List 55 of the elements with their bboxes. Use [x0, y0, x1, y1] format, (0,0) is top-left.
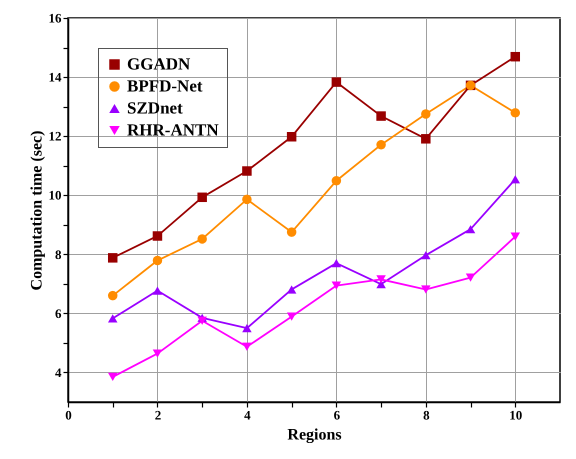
- point: [421, 109, 431, 119]
- point: [332, 259, 342, 268]
- point: [108, 372, 118, 381]
- point: [332, 176, 342, 186]
- point: [152, 231, 162, 241]
- point: [152, 349, 162, 358]
- point: [466, 274, 476, 282]
- legend-label: GGADN: [127, 54, 191, 74]
- point: [510, 175, 520, 184]
- point: [332, 282, 342, 290]
- point: [332, 77, 342, 87]
- point: [466, 225, 476, 234]
- point: [108, 253, 118, 263]
- point: [286, 132, 296, 142]
- legend-label: RHR-ANTN: [127, 120, 220, 140]
- y-tick-label: 6: [55, 306, 62, 321]
- point: [421, 285, 431, 294]
- point: [197, 316, 207, 325]
- y-tick-label: 12: [48, 128, 62, 144]
- point: [242, 324, 252, 332]
- point: [286, 312, 296, 321]
- legend-label: SZDnet: [127, 98, 184, 118]
- point: [376, 275, 386, 284]
- point: [421, 134, 431, 144]
- point: [152, 256, 162, 266]
- y-tick-label: 4: [55, 364, 62, 380]
- point: [197, 192, 207, 202]
- point: [242, 194, 252, 204]
- point: [286, 285, 296, 294]
- y-tick-label: 10: [48, 188, 62, 203]
- point: [242, 166, 252, 176]
- x-tick-label: 10: [509, 408, 522, 422]
- x-tick-label: 8: [423, 408, 430, 422]
- y-axis-title: Computation time (sec): [28, 130, 46, 290]
- x-tick-label: 2: [154, 408, 162, 422]
- point: [108, 290, 118, 300]
- point: [510, 52, 520, 62]
- point: [421, 251, 431, 260]
- point: [376, 140, 386, 150]
- point: [510, 108, 520, 118]
- y-tick-label: 16: [48, 10, 62, 26]
- point: [242, 342, 252, 351]
- point: [376, 111, 386, 121]
- point: [510, 232, 520, 241]
- y-tick-label: 8: [55, 246, 62, 262]
- x-tick-label: 0: [65, 408, 72, 422]
- y-tick-label: 14: [48, 70, 62, 85]
- point: [152, 286, 162, 295]
- x-tick-label: 4: [244, 408, 252, 422]
- legend-label: BPFD-Net: [127, 76, 203, 96]
- x-tick-label: 6: [334, 408, 341, 422]
- x-axis-title: Regions: [287, 426, 342, 444]
- point: [108, 314, 118, 323]
- point: [197, 234, 207, 244]
- point: [286, 227, 296, 237]
